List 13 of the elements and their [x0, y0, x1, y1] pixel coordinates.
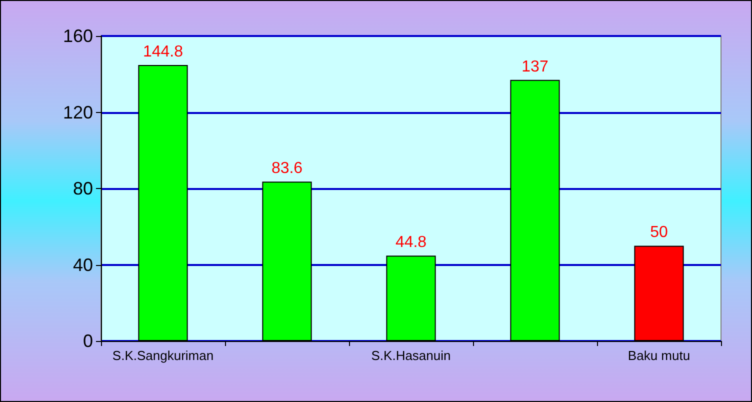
x-tick-label: S.K.Sangkuriman — [112, 348, 214, 363]
data-label: 44.8 — [395, 234, 427, 252]
x-tick-label: S.K.Hasanuin — [371, 348, 451, 363]
y-tick-label: 80 — [72, 178, 93, 198]
data-label: 83.6 — [271, 160, 303, 178]
x-tick-label: Baku mutu — [628, 348, 690, 363]
y-tick-label: 160 — [62, 26, 93, 46]
y-tick-label: 40 — [72, 254, 93, 275]
data-label: 50 — [650, 224, 668, 242]
data-label: 144.8 — [142, 43, 184, 60]
y-tick-label: 0 — [82, 331, 93, 351]
data-label: 137 — [522, 58, 548, 76]
y-tick-label: 120 — [62, 102, 93, 122]
